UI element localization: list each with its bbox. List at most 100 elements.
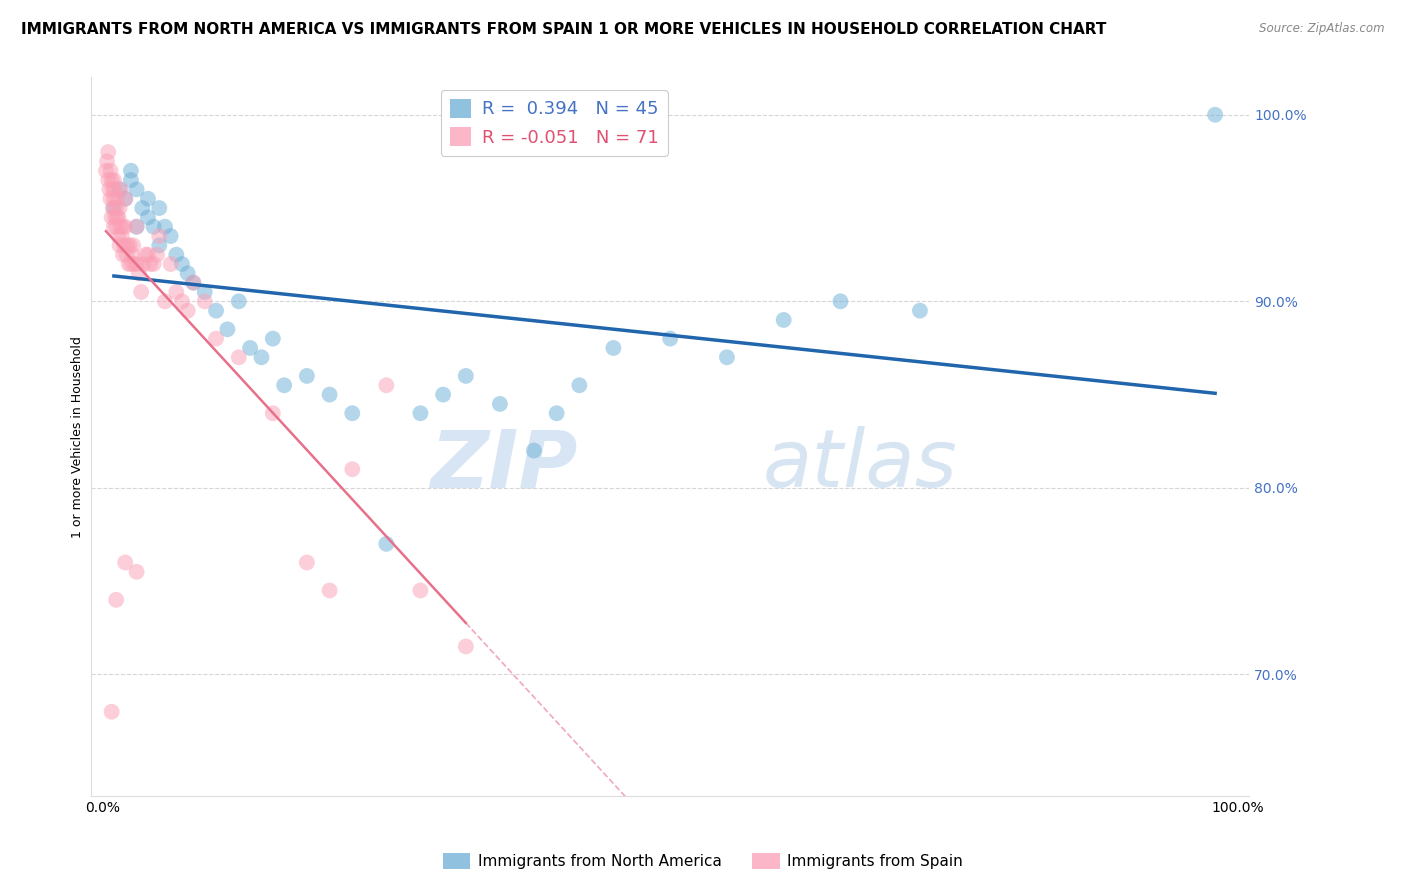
Point [104, 182, 127, 196]
Point [772, 313, 794, 327]
Point [148, 201, 170, 215]
Point [342, 406, 364, 420]
Text: Source: ZipAtlas.com: Source: ZipAtlas.com [1260, 22, 1385, 36]
Point [142, 257, 165, 271]
Point [165, 285, 187, 299]
Point [96, 154, 118, 169]
Point [295, 368, 318, 383]
Point [120, 257, 142, 271]
Y-axis label: 1 or more Vehicles in Household: 1 or more Vehicles in Household [72, 335, 84, 538]
Point [100, 705, 122, 719]
Point [105, 592, 128, 607]
Point [568, 378, 591, 392]
Point [262, 332, 284, 346]
Point [97, 173, 120, 187]
Point [118, 238, 141, 252]
Point [115, 248, 138, 262]
Point [136, 211, 159, 225]
Point [103, 192, 125, 206]
Point [114, 192, 136, 206]
Point [108, 182, 131, 196]
Point [489, 397, 512, 411]
Point [103, 201, 125, 215]
Point [409, 583, 432, 598]
Point [342, 462, 364, 476]
Point [908, 303, 931, 318]
Point [94, 163, 117, 178]
Point [100, 173, 122, 187]
Point [153, 219, 176, 234]
Point [217, 322, 239, 336]
Point [120, 173, 142, 187]
Point [129, 285, 152, 299]
Point [107, 229, 129, 244]
Point [183, 276, 205, 290]
Point [105, 211, 128, 225]
Point [159, 257, 181, 271]
Point [716, 351, 738, 365]
Point [105, 192, 128, 206]
Point [103, 173, 125, 187]
Point [250, 351, 273, 365]
Text: IMMIGRANTS FROM NORTH AMERICA VS IMMIGRANTS FROM SPAIN 1 OR MORE VEHICLES IN HOU: IMMIGRANTS FROM NORTH AMERICA VS IMMIGRA… [21, 22, 1107, 37]
Point [105, 219, 128, 234]
Point [125, 565, 148, 579]
Point [121, 248, 143, 262]
Point [135, 248, 157, 262]
Point [108, 201, 131, 215]
Point [454, 640, 477, 654]
Legend: R =  0.394   N = 45, R = -0.051   N = 71: R = 0.394 N = 45, R = -0.051 N = 71 [440, 90, 668, 156]
Point [125, 219, 148, 234]
Point [454, 368, 477, 383]
Point [262, 406, 284, 420]
Point [117, 257, 139, 271]
Point [125, 257, 148, 271]
Point [318, 387, 340, 401]
Point [148, 229, 170, 244]
Point [98, 182, 121, 196]
Point [318, 583, 340, 598]
Text: atlas: atlas [763, 426, 957, 504]
Point [100, 163, 122, 178]
Point [110, 182, 132, 196]
Point [375, 537, 398, 551]
Point [100, 192, 122, 206]
Point [104, 211, 127, 225]
Point [1204, 108, 1226, 122]
Point [122, 238, 145, 252]
Point [165, 248, 187, 262]
Point [136, 248, 159, 262]
Point [659, 332, 682, 346]
Legend: Immigrants from North America, Immigrants from Spain: Immigrants from North America, Immigrant… [437, 847, 969, 875]
Point [409, 406, 432, 420]
Point [107, 211, 129, 225]
Point [132, 257, 155, 271]
Point [432, 387, 454, 401]
Point [100, 211, 122, 225]
Point [125, 182, 148, 196]
Point [108, 238, 131, 252]
Point [101, 182, 124, 196]
Point [114, 219, 136, 234]
Point [194, 285, 217, 299]
Point [101, 201, 124, 215]
Point [170, 257, 193, 271]
Point [112, 238, 135, 252]
Point [194, 294, 217, 309]
Point [830, 294, 852, 309]
Point [205, 332, 228, 346]
Point [176, 266, 198, 280]
Point [159, 229, 181, 244]
Point [523, 443, 546, 458]
Point [273, 378, 295, 392]
Point [120, 163, 142, 178]
Point [602, 341, 624, 355]
Point [146, 248, 169, 262]
Point [111, 219, 134, 234]
Point [546, 406, 568, 420]
Point [128, 266, 150, 280]
Point [111, 229, 134, 244]
Point [228, 294, 250, 309]
Point [142, 219, 165, 234]
Point [103, 219, 125, 234]
